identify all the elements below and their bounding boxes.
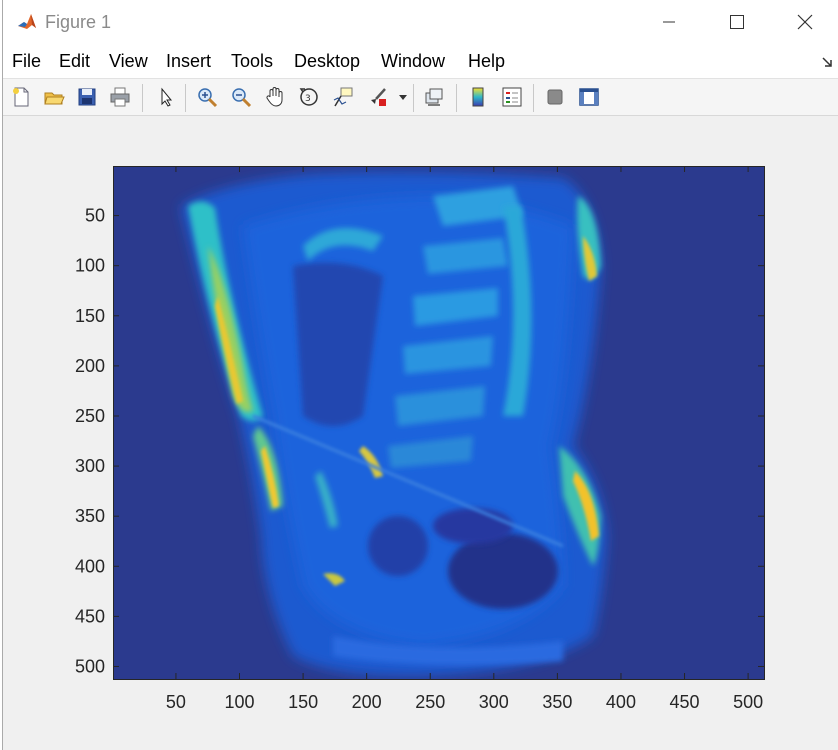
- menu-bar: File Edit View Insert Tools Desktop Wind…: [3, 44, 838, 78]
- toolbar-separator: [185, 84, 186, 112]
- show-plot-tools-button[interactable]: [576, 84, 602, 110]
- axis-ticks: 50 100 150 200 250 300 350 400 450 500 50 100 150 200…: [75, 166, 764, 712]
- menu-view[interactable]: View: [109, 51, 148, 71]
- figure-toolbar: 3: [3, 78, 838, 116]
- print-icon: [110, 87, 130, 107]
- toolbar-separator: [533, 84, 534, 112]
- link-plot-icon: [425, 88, 443, 106]
- menu-file[interactable]: File: [12, 51, 42, 71]
- heatmap-image: [113, 166, 764, 679]
- y-tick-label: 350: [75, 506, 105, 526]
- y-tick-label: 500: [75, 656, 105, 676]
- brush-dropdown-button[interactable]: [397, 84, 409, 110]
- edit-plot-button[interactable]: [153, 84, 179, 110]
- data-cursor-icon: [333, 87, 353, 107]
- print-button[interactable]: [107, 84, 133, 110]
- toolbar-separator: [142, 84, 143, 112]
- y-tick-label: 250: [75, 406, 105, 426]
- rotate-3d-button[interactable]: 3: [296, 84, 322, 110]
- toolbar-separator: [413, 84, 414, 112]
- save-icon: [78, 88, 96, 106]
- zoom-in-icon: [198, 88, 218, 108]
- x-tick-label: 150: [288, 692, 318, 712]
- menu-tools[interactable]: Tools: [231, 51, 274, 71]
- hide-plot-tools-button[interactable]: [542, 84, 568, 110]
- title-bar: Figure 1: [3, 0, 838, 44]
- matlab-icon: [16, 11, 38, 33]
- axes-container: 50 100 150 200 250 300 350 400 450 500 50 100 150 200…: [75, 166, 765, 712]
- x-tick-label: 400: [606, 692, 636, 712]
- zoom-out-icon: [232, 88, 252, 108]
- x-tick-label: 350: [542, 692, 572, 712]
- minimize-button[interactable]: [635, 0, 703, 44]
- brush-icon: [371, 88, 386, 106]
- figure-canvas: 50 100 150 200 250 300 350 400 450 500 50 100 150 200…: [3, 116, 838, 750]
- menu-help[interactable]: Help: [468, 51, 506, 71]
- y-tick-label: 150: [75, 306, 105, 326]
- x-tick-label: 100: [224, 692, 254, 712]
- window-title: Figure 1: [45, 12, 112, 32]
- axes-box: [113, 166, 765, 680]
- open-file-icon: [44, 92, 65, 105]
- y-tick-label: 50: [85, 206, 105, 226]
- link-plot-button[interactable]: [421, 84, 447, 110]
- zoom-in-button[interactable]: [194, 84, 220, 110]
- menu-dock-arrow-icon[interactable]: [821, 56, 833, 68]
- insert-colorbar-button[interactable]: [465, 84, 491, 110]
- zoom-out-button[interactable]: [228, 84, 254, 110]
- maximize-icon: [730, 15, 744, 29]
- svg-text:3: 3: [305, 94, 311, 104]
- pan-button[interactable]: [262, 84, 288, 110]
- close-icon: [797, 14, 813, 30]
- pan-hand-icon: [266, 87, 283, 107]
- menu-edit[interactable]: Edit: [59, 51, 91, 71]
- rotate-3d-icon: 3: [299, 88, 318, 106]
- y-tick-label: 100: [75, 256, 105, 276]
- show-plot-tools-icon: [579, 88, 599, 106]
- hide-plot-tools-icon: [547, 89, 563, 105]
- open-file-button[interactable]: [41, 84, 67, 110]
- insert-legend-button[interactable]: [499, 84, 525, 110]
- new-figure-button[interactable]: [8, 84, 34, 110]
- y-tick-label: 300: [75, 456, 105, 476]
- maximize-button[interactable]: [703, 0, 771, 44]
- x-tick-label: 300: [479, 692, 509, 712]
- x-tick-label: 200: [352, 692, 382, 712]
- minimize-icon: [663, 21, 675, 23]
- brush-button[interactable]: [365, 84, 391, 110]
- data-cursor-button[interactable]: [330, 84, 356, 110]
- x-tick-label: 500: [733, 692, 763, 712]
- menu-insert[interactable]: Insert: [166, 51, 212, 71]
- menu-desktop[interactable]: Desktop: [294, 51, 361, 71]
- insert-colorbar-icon: [472, 87, 484, 107]
- toolbar-separator: [456, 84, 457, 112]
- x-tick-label: 50: [166, 692, 186, 712]
- menu-window[interactable]: Window: [381, 51, 446, 71]
- new-figure-icon: [13, 87, 29, 107]
- y-tick-label: 200: [75, 356, 105, 376]
- save-button[interactable]: [74, 84, 100, 110]
- insert-legend-icon: [502, 87, 522, 107]
- x-tick-label: 450: [670, 692, 700, 712]
- edit-plot-arrow-icon: [161, 87, 173, 107]
- y-tick-label: 400: [75, 556, 105, 576]
- y-tick-label: 450: [75, 606, 105, 626]
- x-tick-label: 250: [415, 692, 445, 712]
- close-button[interactable]: [771, 0, 838, 44]
- chevron-down-icon: [399, 95, 407, 100]
